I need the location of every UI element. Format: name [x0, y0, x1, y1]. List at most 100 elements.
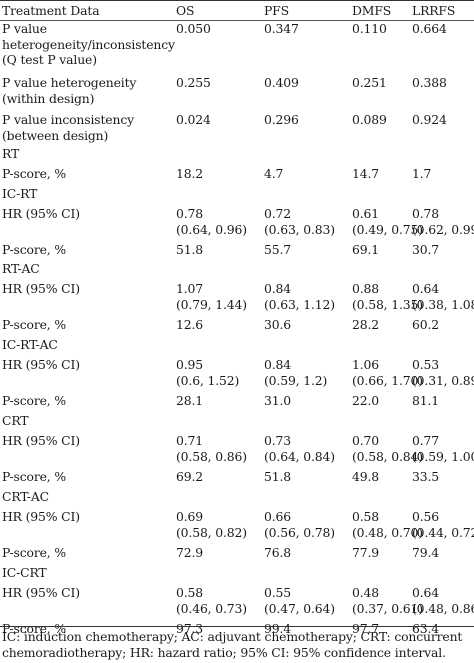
- cell-line: (0.58, 1.35): [352, 296, 423, 312]
- cell-lrrfs: 0.388: [412, 75, 447, 91]
- cell-lrrfs: 0.924: [412, 112, 447, 128]
- cell-dmfs: 22.0: [352, 393, 379, 409]
- cell-os: 0.78 (0.64, 0.96): [176, 206, 247, 237]
- cell-pfs: 31.0: [264, 393, 291, 409]
- cell-line: (0.31, 0.89): [412, 372, 474, 388]
- cell-line: (0.62, 0.99): [412, 221, 474, 237]
- cell-line: HR (95% CI): [2, 281, 80, 296]
- cell-lrrfs: 1.7: [412, 166, 431, 182]
- cell-line: 99.4: [264, 621, 291, 636]
- cell-dmfs: 1.06 (0.66, 1.70): [352, 357, 423, 388]
- cell-pfs: 76.8: [264, 545, 291, 561]
- cell-label: RT-AC: [2, 261, 40, 277]
- cell-dmfs: 0.70 (0.58, 0.84): [352, 433, 423, 464]
- cell-line: 1.07: [176, 281, 203, 296]
- cell-line: (0.79, 1.44): [176, 296, 247, 312]
- cell-line: 69.1: [352, 242, 379, 257]
- cell-line: 0.66: [264, 509, 291, 524]
- cell-line: (0.63, 1.12): [264, 296, 335, 312]
- cell-line: (0.63, 0.83): [264, 221, 335, 237]
- cell-line: 0.69: [176, 509, 203, 524]
- cell-label: CRT: [2, 413, 29, 429]
- cell-line: P-score, %: [2, 317, 67, 332]
- cell-os: 28.1: [176, 393, 203, 409]
- cell-lrrfs: 0.64(0.48, 0.86): [412, 585, 474, 616]
- cell-line: RT: [2, 146, 20, 161]
- cell-line: (0.59, 1.2): [264, 372, 328, 388]
- cell-line: 0.84: [264, 357, 291, 372]
- cell-line: 77.9: [352, 545, 379, 560]
- cell-line: HR (95% CI): [2, 509, 80, 524]
- cell-pfs: 0.84 (0.63, 1.12): [264, 281, 335, 312]
- cell-line: 31.0: [264, 393, 291, 408]
- cell-line: 0.70: [352, 433, 379, 448]
- cell-lrrfs: 33.5: [412, 469, 439, 485]
- cell-line: 76.8: [264, 545, 291, 560]
- cell-dmfs: 77.9: [352, 545, 379, 561]
- cell-line: (0.58, 0.82): [176, 524, 247, 540]
- cell-label: P value inconsistency (between design): [2, 112, 134, 143]
- cell-line: (0.48, 0.86): [412, 600, 474, 616]
- cell-line: 0.255: [176, 75, 211, 90]
- cell-label: RT: [2, 146, 19, 162]
- cell-lrrfs: 79.4: [412, 545, 439, 561]
- cell-line: 0.48: [352, 585, 379, 600]
- table-header-row: Treatment Data OS PFS DMFS LRRFS: [0, 3, 474, 19]
- cell-line: (0.47, 0.64): [264, 600, 335, 616]
- cell-os: 1.07 (0.79, 1.44): [176, 281, 247, 312]
- cell-line: (0.64, 0.96): [176, 221, 247, 237]
- cell-line: HR (95% CI): [2, 206, 80, 221]
- cell-line: P-score, %: [2, 545, 67, 560]
- cell-line: 0.56: [412, 509, 439, 524]
- cell-line: heterogeneity/inconsistency: [2, 36, 175, 52]
- cell-label: P-score, %: [2, 469, 66, 485]
- cell-dmfs: 69.1: [352, 242, 379, 258]
- cell-line: 0.64: [412, 585, 439, 600]
- cell-line: CRT: [2, 413, 29, 428]
- cell-line: HR (95% CI): [2, 357, 80, 372]
- cell-pfs: 55.7: [264, 242, 291, 258]
- cell-line: (0.64, 0.84): [264, 448, 335, 464]
- header-lrrfs: LRRFS: [412, 3, 456, 18]
- cell-line: 79.4: [412, 545, 439, 560]
- cell-line: 1.7: [412, 166, 432, 181]
- cell-line: (0.49, 0.75): [352, 221, 423, 237]
- cell-dmfs: 97.7: [352, 621, 379, 637]
- cell-label: IC-RT-AC: [2, 337, 58, 353]
- cell-line: (0.56, 0.78): [264, 524, 335, 540]
- cell-line: 0.88: [352, 281, 379, 296]
- cell-line: 63.4: [412, 621, 439, 636]
- header-os: OS: [176, 3, 195, 18]
- cell-line: (0.37, 0.61): [352, 600, 423, 616]
- cell-os: 0.050: [176, 21, 211, 37]
- cell-pfs: 0.55 (0.47, 0.64): [264, 585, 335, 616]
- cell-line: CRT-AC: [2, 489, 49, 504]
- cell-dmfs: 0.110: [352, 21, 387, 37]
- cell-line: P-score, %: [2, 469, 67, 484]
- cell-pfs: 4.7: [264, 166, 283, 182]
- cell-line: (0.38, 1.08): [412, 296, 474, 312]
- cell-line: 51.8: [176, 242, 203, 257]
- cell-line: 18.2: [176, 166, 203, 181]
- cell-lrrfs: 0.78(0.62, 0.99): [412, 206, 474, 237]
- cell-line: 22.0: [352, 393, 379, 408]
- cell-line: 49.8: [352, 469, 379, 484]
- cell-label: IC-RT: [2, 186, 37, 202]
- cell-os: 0.69 (0.58, 0.82): [176, 509, 247, 540]
- cell-os: 12.6: [176, 317, 203, 333]
- cell-line: 0.024: [176, 112, 211, 127]
- cell-line: 4.7: [264, 166, 284, 181]
- cell-line: (between design): [2, 127, 109, 143]
- cell-pfs: 0.347: [264, 21, 299, 37]
- cell-line: P-score, %: [2, 393, 67, 408]
- top-rule: [0, 0, 474, 1]
- cell-line: 0.58: [176, 585, 203, 600]
- cell-line: P-score, %: [2, 166, 67, 181]
- cell-line: (0.59, 1.00): [412, 448, 474, 464]
- cell-line: 97.7: [352, 621, 379, 636]
- cell-pfs: 0.409: [264, 75, 299, 91]
- cell-line: P-score, %: [2, 621, 67, 636]
- cell-label: P-score, %: [2, 166, 66, 182]
- cell-pfs: 0.73 (0.64, 0.84): [264, 433, 335, 464]
- cell-lrrfs: 0.53(0.31, 0.89): [412, 357, 474, 388]
